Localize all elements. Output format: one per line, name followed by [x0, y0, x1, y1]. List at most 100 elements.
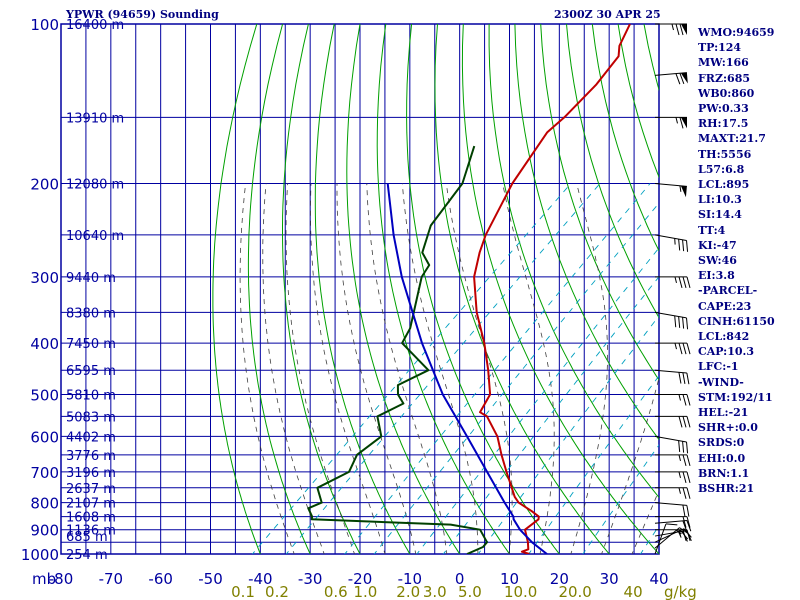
moist-adiabat [570, 183, 608, 554]
index-item: LI:10.3 [698, 193, 742, 207]
mixing-ratio-label: 5.0 [458, 583, 482, 600]
wind-barb-feather [682, 239, 685, 252]
index-item: PW:0.33 [698, 102, 749, 116]
wind-barb-feather [686, 471, 691, 484]
height-label: 12080 m [66, 178, 124, 193]
temperature-tick-label: 0 [455, 570, 465, 588]
wind-barb-feather [678, 239, 681, 251]
index-item: L57:6.8 [698, 162, 745, 176]
height-label: 2637 m [66, 482, 116, 497]
wind-barb [655, 415, 691, 428]
mixing-ratio-label: 0.1 [231, 583, 255, 600]
wind-barb-feather [678, 276, 683, 289]
height-label: 254 m [66, 548, 108, 563]
wind-barb [655, 454, 691, 466]
wind-barb [655, 342, 691, 355]
wind-barb-feather [675, 23, 680, 36]
wind-barb-feather [678, 416, 683, 428]
wind-barb-feather [686, 454, 691, 466]
wind-barb [655, 516, 691, 528]
temperature-tick-label: -10 [398, 570, 423, 588]
wind-barb-feather [686, 487, 691, 499]
wind-barb-half-feather [671, 23, 674, 31]
height-label: 8380 m [66, 306, 116, 321]
index-item: -PARCEL- [698, 284, 758, 298]
dry-adiabat [282, 24, 361, 554]
index-item: TT:4 [698, 223, 726, 237]
stability-indices-list: WMO:94659 TP:124 MW:166 FRZ:685 WB0:860 PW:0.… [698, 25, 775, 496]
index-item: EI:3.8 [698, 269, 735, 283]
wind-barb [655, 276, 691, 289]
wind-barb-staff [654, 183, 687, 187]
dry-adiabat [314, 24, 411, 554]
pressure-tick-label: 900 [30, 522, 59, 540]
temperature-tick-label: -50 [198, 570, 223, 588]
mixing-ratio-line [477, 315, 659, 554]
height-label: 6595 m [66, 364, 116, 379]
wind-barb-half-feather [678, 471, 681, 479]
wind-barb [655, 471, 691, 484]
wind-barb-feather [678, 440, 681, 452]
wind-barb-feather [678, 316, 681, 328]
mixing-ratio-label: 10.0 [504, 583, 537, 600]
index-item: SRDS:0 [698, 436, 745, 450]
wind-barb-staff [654, 523, 667, 555]
wind-barb-feather [686, 342, 691, 355]
index-item: KI:-47 [698, 238, 737, 252]
wind-barb-pennant [680, 72, 688, 84]
isobar-isotherm-grid [60, 23, 660, 555]
temperature-tick-label: -60 [148, 570, 173, 588]
wind-barb-pennant [681, 117, 687, 129]
wind-barb-feather [682, 394, 687, 406]
wind-barb-feather [682, 454, 687, 466]
index-item: WMO:94659 [698, 26, 775, 39]
index-item: CINH:61150 [698, 314, 775, 328]
mixing-ratio-line [639, 525, 659, 554]
index-item: TH:5556 [698, 147, 752, 161]
mixing-ratio-line [528, 375, 659, 554]
wind-barb-feather [686, 516, 691, 528]
index-item: RH:17.5 [698, 117, 749, 131]
height-label: 2107 m [66, 497, 116, 512]
wind-barb [655, 529, 691, 541]
moist-adiabat [262, 183, 325, 554]
moist-adiabats [239, 183, 659, 554]
index-item: MAXT:21.7 [698, 132, 766, 146]
station-title: YPWR (94659) Sounding [66, 8, 219, 21]
dry-adiabat [346, 24, 461, 554]
wind-barb-staff [654, 530, 687, 537]
index-item: MW:166 [698, 56, 749, 70]
dry-adiabat [376, 24, 511, 554]
wind-barb-staff [654, 311, 687, 319]
wind-barb-feather [679, 117, 684, 129]
wind-barb-half-feather [678, 487, 681, 494]
pressure-tick-label: 500 [30, 386, 59, 404]
mixing-ratio-label: 2.0 [396, 583, 420, 600]
mixing-ratio-line [582, 444, 659, 554]
pressure-tick-label: 800 [30, 495, 59, 513]
index-item: SI:14.4 [698, 208, 742, 222]
wind-barb [654, 369, 690, 385]
index-item: HEL:-21 [698, 406, 749, 420]
moist-adiabat [402, 183, 479, 554]
wind-barb-feather [678, 372, 682, 384]
wind-barb-feather [686, 416, 691, 428]
temperature-tick-label: -30 [298, 570, 323, 588]
wind-barb-feather [665, 523, 678, 526]
wind-barb-feather [682, 471, 687, 484]
dry-adiabat [514, 24, 659, 441]
height-label: 4402 m [66, 430, 116, 445]
dry-adiabat [566, 24, 659, 319]
pressure-tick-label: 600 [30, 428, 59, 446]
wind-barb-feather [674, 315, 677, 328]
wind-barb-feather [682, 529, 687, 541]
mixing-ratio-label: 1.0 [353, 583, 377, 600]
moist-adiabat [446, 183, 513, 554]
wind-barb-staff [654, 369, 687, 374]
index-item: BRN:1.1 [698, 466, 750, 480]
dry-adiabat [540, 24, 659, 381]
wind-barb-staff [654, 502, 687, 506]
